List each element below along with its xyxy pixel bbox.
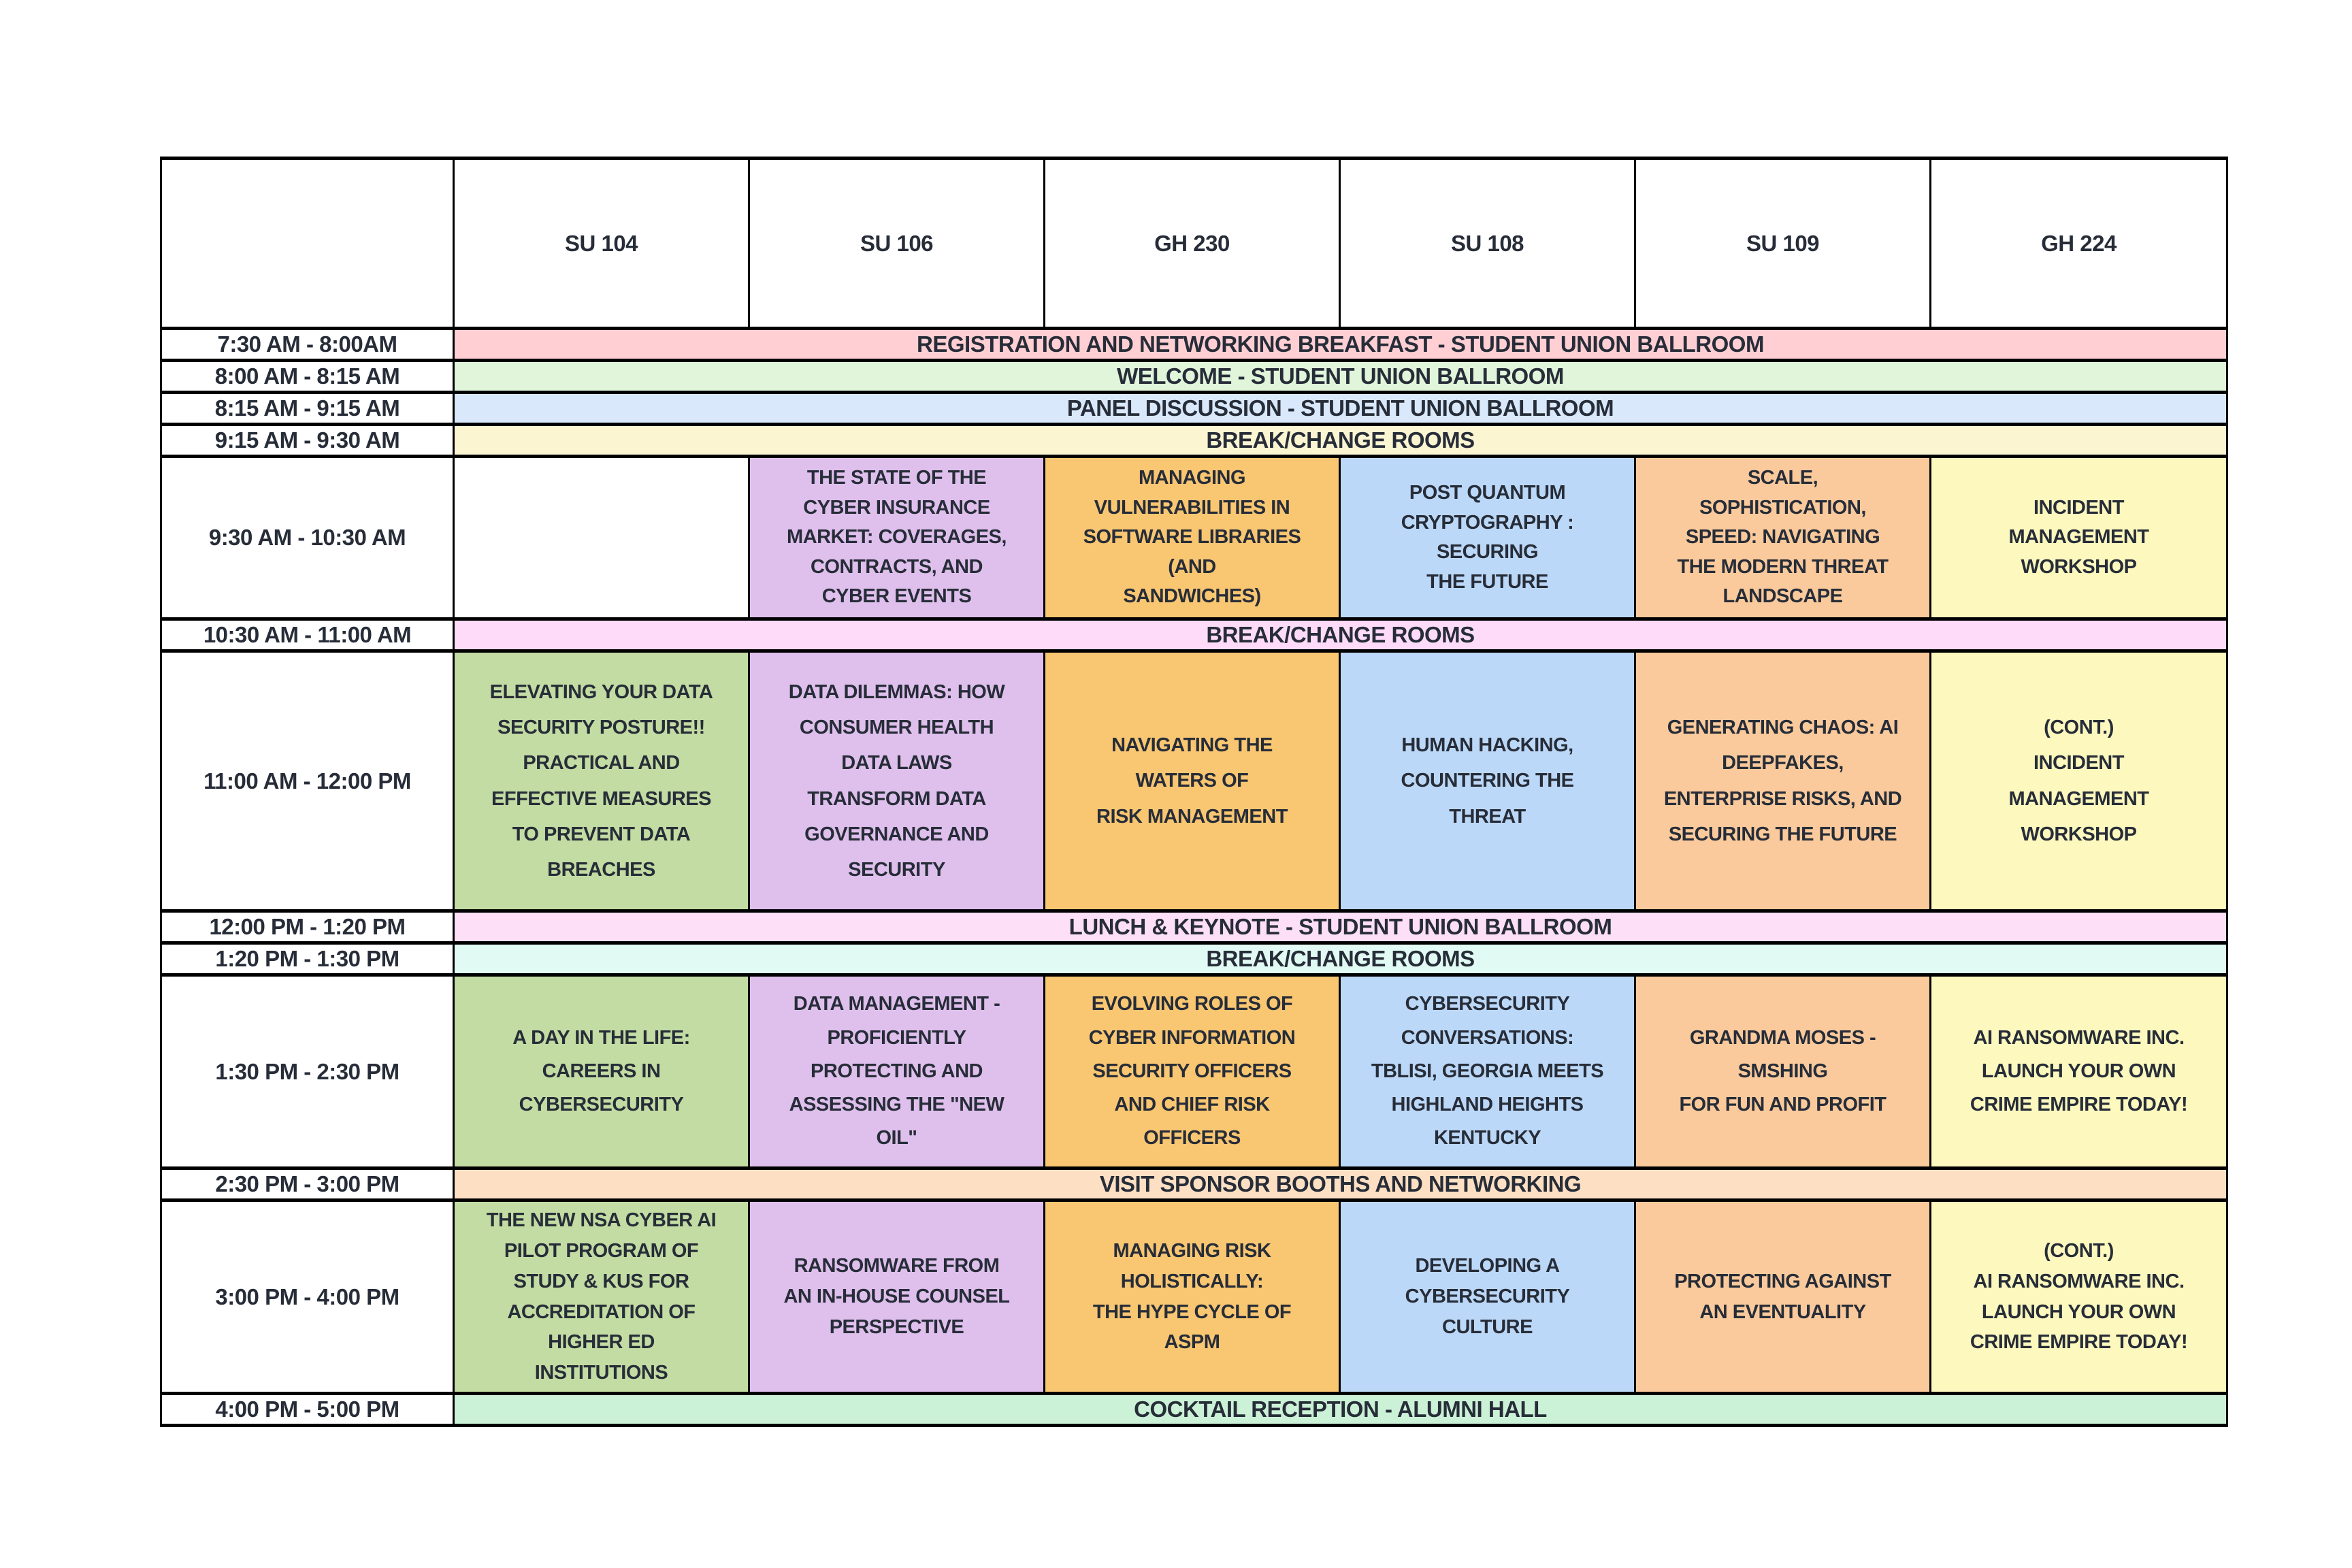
row-sessions-930: 9:30 AM - 10:30 AM THE STATE OF THE CYBE…: [160, 455, 2228, 621]
session-930-su109: SCALE, SOPHISTICATION, SPEED: NAVIGATING…: [1634, 455, 1931, 621]
session-1100-gh224: (CONT.) INCIDENT MANAGEMENT WORKSHOP: [1929, 649, 2228, 913]
session-1100-su108: HUMAN HACKING, COUNTERING THE THREAT: [1339, 649, 1636, 913]
header-row: SU 104 SU 106 GH 230 SU 108 SU 109 GH 22…: [160, 157, 2228, 330]
session-130-su104: A DAY IN THE LIFE: CAREERS IN CYBERSECUR…: [453, 973, 750, 1170]
session-1100-su104: ELEVATING YOUR DATA SECURITY POSTURE!! P…: [453, 649, 750, 913]
time-label: 12:00 PM - 1:20 PM: [160, 909, 455, 945]
corner-cell: [160, 157, 455, 330]
time-label: 7:30 AM - 8:00AM: [160, 327, 455, 362]
time-label: 10:30 AM - 11:00 AM: [160, 617, 455, 653]
banner-registration: REGISTRATION AND NETWORKING BREAKFAST - …: [453, 327, 2228, 362]
session-300-su108: DEVELOPING A CYBERSECURITY CULTURE: [1339, 1198, 1636, 1395]
row-visit-sponsors: 2:30 PM - 3:00 PM VISIT SPONSOR BOOTHS A…: [160, 1166, 2228, 1202]
session-130-gh230: EVOLVING ROLES OF CYBER INFORMATION SECU…: [1043, 973, 1341, 1170]
time-label: 4:00 PM - 5:00 PM: [160, 1392, 455, 1427]
session-930-su104-empty: [453, 455, 750, 621]
room-header-su106: SU 106: [748, 157, 1045, 330]
time-label: 9:15 AM - 9:30 AM: [160, 423, 455, 458]
room-header-gh230: GH 230: [1043, 157, 1341, 330]
time-label: 1:20 PM - 1:30 PM: [160, 941, 455, 977]
row-break-1030: 10:30 AM - 11:00 AM BREAK/CHANGE ROOMS: [160, 617, 2228, 653]
room-header-su109: SU 109: [1634, 157, 1931, 330]
conference-schedule-table: SU 104 SU 106 GH 230 SU 108 SU 109 GH 22…: [160, 157, 2228, 1427]
banner-lunch-keynote: LUNCH & KEYNOTE - STUDENT UNION BALLROOM: [453, 909, 2228, 945]
session-300-gh224: (CONT.) AI RANSOMWARE INC. LAUNCH YOUR O…: [1929, 1198, 2228, 1395]
session-300-gh230: MANAGING RISK HOLISTICALLY: THE HYPE CYC…: [1043, 1198, 1341, 1395]
session-300-su106: RANSOMWARE FROM AN IN-HOUSE COUNSEL PERS…: [748, 1198, 1045, 1395]
row-lunch-keynote: 12:00 PM - 1:20 PM LUNCH & KEYNOTE - STU…: [160, 909, 2228, 945]
row-registration: 7:30 AM - 8:00AM REGISTRATION AND NETWOR…: [160, 327, 2228, 362]
session-300-su109: PROTECTING AGAINST AN EVENTUALITY: [1634, 1198, 1931, 1395]
banner-break-120: BREAK/CHANGE ROOMS: [453, 941, 2228, 977]
session-1100-gh230: NAVIGATING THE WATERS OF RISK MANAGEMENT: [1043, 649, 1341, 913]
row-panel-discussion: 8:15 AM - 9:15 AM PANEL DISCUSSION - STU…: [160, 391, 2228, 426]
banner-welcome: WELCOME - STUDENT UNION BALLROOM: [453, 359, 2228, 394]
row-welcome: 8:00 AM - 8:15 AM WELCOME - STUDENT UNIO…: [160, 359, 2228, 394]
session-300-su104: THE NEW NSA CYBER AI PILOT PROGRAM OF ST…: [453, 1198, 750, 1395]
row-sessions-130: 1:30 PM - 2:30 PM A DAY IN THE LIFE: CAR…: [160, 973, 2228, 1170]
session-1100-su109: GENERATING CHAOS: AI DEEPFAKES, ENTERPRI…: [1634, 649, 1931, 913]
room-header-su108: SU 108: [1339, 157, 1636, 330]
time-label: 9:30 AM - 10:30 AM: [160, 455, 455, 621]
row-break-120: 1:20 PM - 1:30 PM BREAK/CHANGE ROOMS: [160, 941, 2228, 977]
session-130-su106: DATA MANAGEMENT - PROFICIENTLY PROTECTIN…: [748, 973, 1045, 1170]
session-930-gh230: MANAGING VULNERABILITIES IN SOFTWARE LIB…: [1043, 455, 1341, 621]
session-1100-su106: DATA DILEMMAS: HOW CONSUMER HEALTH DATA …: [748, 649, 1045, 913]
room-header-gh224: GH 224: [1929, 157, 2228, 330]
row-break-morning: 9:15 AM - 9:30 AM BREAK/CHANGE ROOMS: [160, 423, 2228, 458]
banner-break-morning: BREAK/CHANGE ROOMS: [453, 423, 2228, 458]
banner-break-1030: BREAK/CHANGE ROOMS: [453, 617, 2228, 653]
session-930-su108: POST QUANTUM CRYPTOGRAPHY : SECURING THE…: [1339, 455, 1636, 621]
time-label: 1:30 PM - 2:30 PM: [160, 973, 455, 1170]
row-cocktail-reception: 4:00 PM - 5:00 PM COCKTAIL RECEPTION - A…: [160, 1392, 2228, 1427]
session-130-su108: CYBERSECURITY CONVERSATIONS: TBLISI, GEO…: [1339, 973, 1636, 1170]
room-header-su104: SU 104: [453, 157, 750, 330]
time-label: 11:00 AM - 12:00 PM: [160, 649, 455, 913]
session-130-su109: GRANDMA MOSES - SMSHING FOR FUN AND PROF…: [1634, 973, 1931, 1170]
banner-cocktail-reception: COCKTAIL RECEPTION - ALUMNI HALL: [453, 1392, 2228, 1427]
session-930-gh224: INCIDENT MANAGEMENT WORKSHOP: [1929, 455, 2228, 621]
row-sessions-1100: 11:00 AM - 12:00 PM ELEVATING YOUR DATA …: [160, 649, 2228, 913]
banner-panel-discussion: PANEL DISCUSSION - STUDENT UNION BALLROO…: [453, 391, 2228, 426]
row-sessions-300: 3:00 PM - 4:00 PM THE NEW NSA CYBER AI P…: [160, 1198, 2228, 1395]
time-label: 3:00 PM - 4:00 PM: [160, 1198, 455, 1395]
time-label: 8:15 AM - 9:15 AM: [160, 391, 455, 426]
banner-visit-sponsors: VISIT SPONSOR BOOTHS AND NETWORKING: [453, 1166, 2228, 1202]
time-label: 2:30 PM - 3:00 PM: [160, 1166, 455, 1202]
session-930-su106: THE STATE OF THE CYBER INSURANCE MARKET:…: [748, 455, 1045, 621]
time-label: 8:00 AM - 8:15 AM: [160, 359, 455, 394]
session-130-gh224: AI RANSOMWARE INC. LAUNCH YOUR OWN CRIME…: [1929, 973, 2228, 1170]
